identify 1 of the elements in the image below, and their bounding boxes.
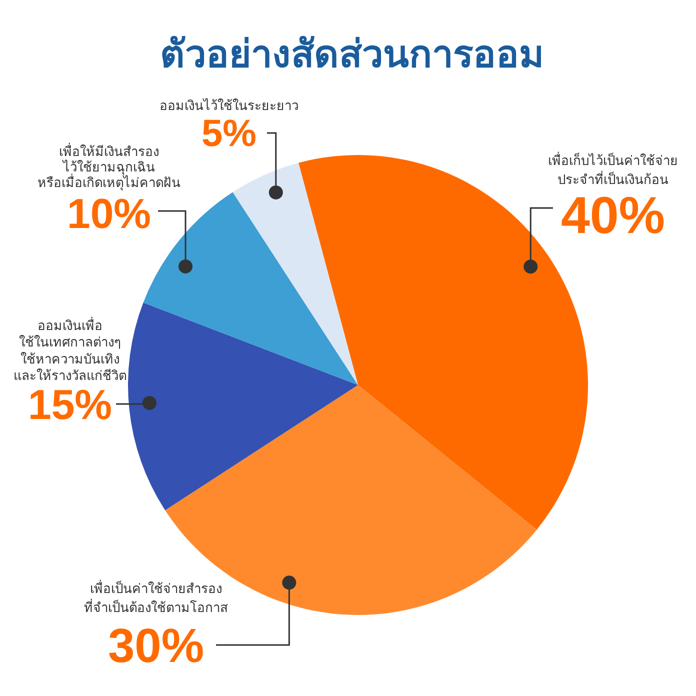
title: ตัวอย่างสัดส่วนการออม: [160, 34, 544, 76]
